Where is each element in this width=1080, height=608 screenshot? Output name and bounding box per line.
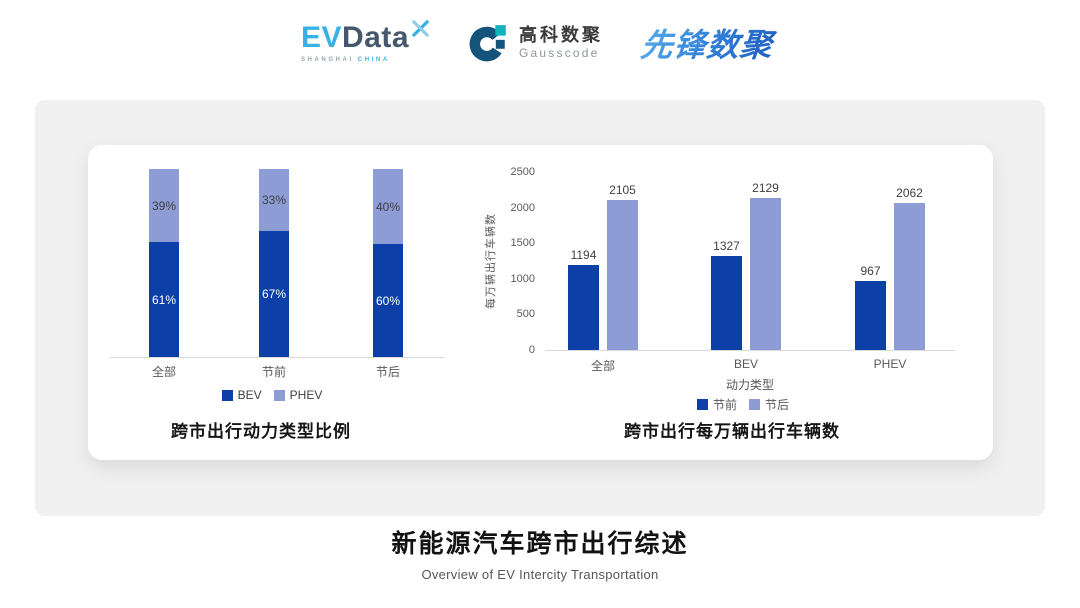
y-tick-label: 2500 (510, 166, 535, 178)
bar-value-label: 2105 (609, 183, 636, 198)
y-tick-label: 1000 (510, 272, 535, 285)
gausscode-g-icon (469, 25, 506, 62)
节后-bar (750, 198, 781, 350)
x-axis-line (545, 350, 955, 351)
节前-bar (568, 264, 599, 350)
category-label: 节后 (375, 365, 400, 379)
evdata-wordmark: EV Data (300, 20, 430, 54)
节后-bar (894, 203, 925, 350)
phev-bar-segment: 39% (149, 169, 179, 243)
bar-value-label: 2062 (896, 186, 923, 201)
category-label: 全部 (151, 365, 176, 379)
gausscode-logo: 高科数聚 Gausscode (468, 22, 603, 64)
segment-value-label: 39% (151, 198, 177, 213)
page-title: 新能源汽车跨市出行综述 (391, 530, 689, 558)
y-axis-label-text: 每万辆出行车辆数 (485, 213, 497, 309)
legend: BEV PHEV (122, 388, 422, 402)
segment-value-label: 61% (151, 292, 177, 307)
节前-bar (711, 255, 742, 350)
evdata-ev-text: EV (300, 21, 342, 54)
legend-label: BEV (237, 388, 262, 402)
phev-bar-segment: 33% (259, 169, 289, 232)
gausscode-cn-text: 高科数聚 (519, 25, 604, 46)
legend-swatch (273, 389, 285, 401)
bar-value-label: 1327 (713, 238, 740, 253)
evdata-subtext: SHANGHAI CHINA (301, 57, 390, 63)
legend-label: 节后 (765, 398, 790, 412)
y-tick-label: 0 (528, 344, 535, 356)
bev-bar-segment: 61% (149, 242, 179, 357)
bar-value-label: 1194 (570, 247, 597, 262)
trips-per-10k-chart: 0 500 1000 1500 2000 2500 每万辆出行车辆数 1194 2105 全部 13… (88, 145, 993, 460)
right-chart-title: 跨市出行每万辆出行车辆数 (624, 422, 840, 441)
x-axis-label: 动力类型 (725, 378, 774, 392)
segment-value-label: 67% (261, 287, 287, 301)
legend-item: PHEV (273, 388, 323, 402)
legend-item: 节前 (696, 396, 737, 413)
left-chart-title: 跨市出行动力类型比例 (171, 422, 351, 441)
category-label: 全部 (590, 359, 615, 373)
legend: 节前 节后 (593, 396, 893, 413)
gausscode-text: 高科数聚 Gausscode (519, 25, 603, 60)
pioneer-logo: 先锋数聚 (639, 20, 782, 66)
y-tick-label: 2000 (510, 201, 535, 214)
evdata-x-icon (412, 20, 429, 37)
y-axis-label: 每万辆出行车辆数 (481, 172, 499, 350)
x-axis-line (110, 357, 445, 358)
footer: 新能源汽车跨市出行综述 Overview of EV Intercity Tra… (0, 524, 1080, 582)
bar-value-label: 967 (860, 264, 881, 279)
category-label: PHEV (873, 357, 907, 371)
logo-header: EV Data SHANGHAI CHINA 高科数聚 Gausscode 先锋数聚 (0, 20, 1080, 66)
segment-value-label: 33% (261, 193, 287, 208)
y-tick-label: 1500 (510, 237, 535, 250)
segment-value-label: 40% (375, 199, 401, 214)
charts-card: 跨市出行动力类型比例 跨市出行每万辆出行车辆数 61% 39% 全部 67% 33% 节前… (88, 145, 993, 460)
legend-item: BEV (221, 388, 262, 402)
bar-value-label: 2129 (752, 181, 779, 196)
legend-label: 节前 (712, 398, 737, 412)
evdata-data-text: Data (341, 21, 410, 54)
evdata-sub-shanghai: SHANGHAI (300, 57, 354, 63)
legend-item: 节后 (749, 396, 789, 413)
节后-bar (607, 200, 638, 350)
power-type-ratio-chart: 61% 39% 全部 67% 33% 节前 60% 40% 节后 BEV PHEV (88, 145, 993, 460)
evdata-logo: EV Data SHANGHAI CHINA (300, 20, 430, 63)
y-tick-label: 500 (516, 308, 535, 321)
phev-bar-segment: 40% (373, 169, 403, 245)
bev-bar-segment: 60% (373, 244, 403, 357)
legend-swatch (749, 399, 760, 410)
legend-swatch (696, 399, 708, 410)
category-label: 节前 (261, 365, 286, 379)
category-label: BEV (733, 357, 758, 371)
gausscode-en-text: Gausscode (519, 46, 600, 61)
legend-label: PHEV (289, 388, 323, 402)
节前-bar (855, 281, 886, 350)
bev-bar-segment: 67% (259, 231, 289, 357)
page-subtitle: Overview of EV Intercity Transportation (421, 567, 659, 582)
legend-swatch (221, 389, 233, 401)
segment-value-label: 60% (375, 293, 401, 308)
evdata-sub-china: CHINA (357, 57, 390, 63)
